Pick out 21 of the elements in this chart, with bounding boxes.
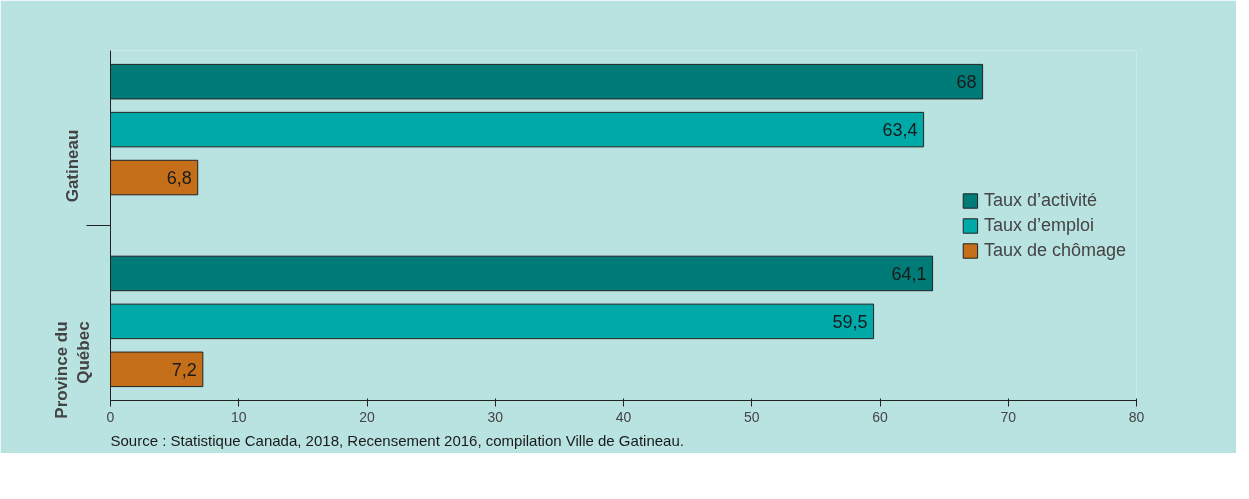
x-tick-label: 70	[1000, 408, 1017, 425]
data-label: 7,2	[171, 359, 197, 380]
data-label: 59,5	[832, 311, 868, 332]
x-tick-label: 80	[1128, 408, 1145, 425]
legend-label: Taux de chômage	[983, 239, 1126, 261]
x-tick-label: 30	[487, 408, 504, 425]
data-label: 6,8	[166, 168, 192, 189]
data-label: 68	[956, 72, 977, 93]
x-tick-label: 10	[230, 408, 247, 425]
x-tick-label: 20	[359, 408, 375, 425]
source-note: Source : Statistique Canada, 2018, Recensement 2016, compilation Ville de Gatineau.	[110, 431, 684, 449]
x-tick-label: 40	[615, 408, 632, 425]
legend-label: Taux d’emploi	[983, 214, 1094, 236]
x-tick-label: 0	[106, 408, 115, 425]
y-tick-label: Province du Québec	[51, 321, 94, 419]
x-tick-label: 50	[743, 408, 760, 425]
data-label: 63,4	[882, 120, 918, 141]
data-label: 64,1	[891, 263, 927, 284]
x-tick-label: 60	[872, 408, 888, 425]
legend-label: Taux d’activité	[983, 189, 1097, 211]
y-tick-label: Gatineau	[63, 129, 82, 203]
